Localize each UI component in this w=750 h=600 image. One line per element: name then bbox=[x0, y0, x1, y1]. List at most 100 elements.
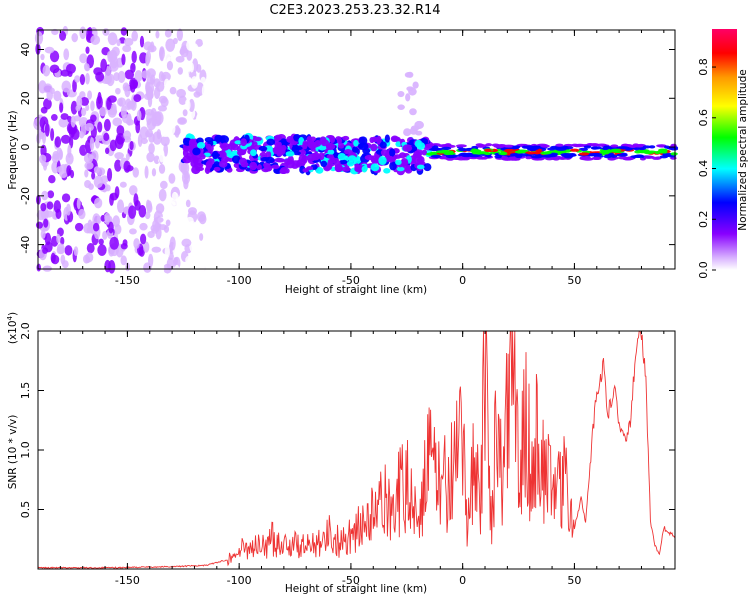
spectrogram-cell bbox=[107, 50, 113, 59]
spectrogram-cell bbox=[607, 157, 617, 161]
snr-ticks: -150 -100 -50 0 50 0.5 1.0 1.5 2.0 bbox=[19, 322, 675, 587]
spectrogram-cell bbox=[91, 171, 96, 180]
spectrogram-cell bbox=[341, 166, 351, 172]
spectrogram-cell bbox=[173, 94, 178, 102]
spectrogram-cell bbox=[102, 230, 108, 240]
spectrogram-cell bbox=[148, 253, 154, 268]
spectrogram-cell bbox=[542, 151, 552, 155]
spectrogram-cell bbox=[131, 50, 137, 64]
spectrogram-cell bbox=[117, 70, 126, 83]
spectrogram-cell bbox=[99, 106, 107, 117]
spectrogram-cell bbox=[319, 136, 327, 145]
spectrogram-cell bbox=[78, 208, 86, 220]
spectrogram-cell bbox=[638, 146, 647, 151]
spectrogram-cell bbox=[203, 101, 212, 110]
spectrogram-x-tick-label: -150 bbox=[115, 274, 140, 287]
colorbar-tick-label: 0.0 bbox=[697, 261, 710, 279]
spectrogram-cell bbox=[109, 236, 120, 250]
spectrogram-cell bbox=[260, 156, 270, 162]
spectrogram-cell bbox=[38, 131, 45, 140]
spectrogram-cell bbox=[430, 154, 442, 158]
colorbar-tick-label: 0.4 bbox=[697, 160, 710, 178]
spectrogram-cell bbox=[53, 90, 62, 102]
spectrogram-cell bbox=[122, 45, 132, 53]
spectrogram-cell bbox=[396, 166, 405, 172]
spectrogram-cell bbox=[590, 146, 602, 150]
spectrogram-cell bbox=[177, 67, 183, 75]
spectrogram-cell bbox=[171, 135, 178, 148]
spectrogram-cell bbox=[371, 157, 380, 165]
spectrogram-cell bbox=[441, 146, 452, 150]
spectrogram-cell bbox=[251, 141, 258, 147]
spectrogram-cell bbox=[192, 147, 201, 156]
spectrogram-cell bbox=[164, 29, 172, 38]
spectrogram-cell bbox=[364, 154, 375, 161]
spectrogram-cell bbox=[583, 156, 591, 160]
spectrogram-cell bbox=[116, 125, 125, 136]
spectrogram-cell bbox=[58, 117, 69, 128]
spectrogram-cell bbox=[302, 140, 308, 150]
spectrogram-cell bbox=[61, 80, 72, 93]
spectrogram-cell bbox=[518, 153, 529, 157]
spectrogram-cell bbox=[133, 94, 142, 103]
spectrogram-cell bbox=[619, 146, 630, 150]
spectrogram-cell bbox=[106, 97, 112, 111]
spectrogram-cell bbox=[140, 138, 148, 145]
spectrogram-cell bbox=[151, 168, 157, 177]
spectrogram-cell bbox=[189, 231, 196, 238]
spectrogram-cell bbox=[168, 173, 176, 184]
spectrogram-cell bbox=[326, 154, 335, 159]
spectrogram-cell bbox=[109, 193, 114, 206]
spectrogram-cell bbox=[207, 214, 212, 226]
spectrogram-cell bbox=[116, 199, 125, 213]
spectrogram-cell bbox=[61, 193, 71, 203]
spectrogram-cell bbox=[104, 147, 110, 155]
spectrogram-cell bbox=[190, 199, 198, 209]
spectrogram-cell bbox=[103, 118, 111, 132]
spectrogram-cell bbox=[60, 69, 70, 77]
spectrogram-cell bbox=[189, 138, 197, 145]
spectrogram-cell bbox=[510, 153, 519, 157]
spectrogram-cell bbox=[56, 243, 65, 254]
spectrogram-cell bbox=[626, 144, 633, 148]
snr-series-line bbox=[37, 330, 676, 570]
spectrogram-cell bbox=[338, 159, 348, 165]
spectrogram-cell bbox=[163, 225, 170, 233]
spectrogram-cell bbox=[379, 141, 387, 149]
spectrogram-cell bbox=[185, 255, 195, 265]
spectrogram-cell bbox=[44, 46, 55, 54]
spectrogram-cell bbox=[43, 161, 48, 171]
spectrogram-cell bbox=[658, 148, 668, 152]
spectrogram-cell bbox=[85, 46, 90, 54]
spectrogram-cell bbox=[446, 157, 454, 161]
spectrogram-cell bbox=[263, 161, 271, 168]
spectrogram-cell bbox=[443, 152, 455, 156]
spectrogram-cell bbox=[195, 242, 203, 256]
spectrogram-cell bbox=[74, 75, 81, 83]
spectrogram-cell bbox=[67, 144, 72, 158]
spectrogram-cell bbox=[40, 229, 46, 239]
spectrogram-cell bbox=[189, 184, 200, 198]
spectrogram-cell bbox=[196, 63, 202, 73]
spectrogram-cell bbox=[175, 55, 185, 63]
spectrogram-cell bbox=[83, 153, 94, 164]
spectrogram-cell bbox=[151, 246, 162, 253]
spectrogram-cell bbox=[159, 46, 165, 61]
spectrogram-cell bbox=[120, 255, 127, 266]
spectrogram-cell bbox=[43, 98, 52, 110]
spectrogram-cell bbox=[383, 167, 391, 174]
spectrogram-cell bbox=[93, 67, 103, 76]
spectrogram-cell bbox=[98, 238, 104, 245]
spectrogram-cell bbox=[503, 148, 515, 153]
spectrogram-cell bbox=[65, 203, 71, 216]
spectrogram-cell bbox=[182, 109, 188, 117]
spectrogram-cell bbox=[342, 135, 350, 141]
spectrogram-cell bbox=[249, 161, 258, 171]
spectrogram-cell bbox=[36, 263, 42, 272]
spectrogram-cell bbox=[44, 241, 53, 253]
spectrogram-cell bbox=[471, 145, 479, 150]
spectrogram-cell bbox=[500, 152, 508, 156]
spectrogram-cell bbox=[53, 200, 62, 213]
spectrogram-cell bbox=[271, 164, 280, 170]
spectrogram-cell bbox=[131, 30, 139, 42]
